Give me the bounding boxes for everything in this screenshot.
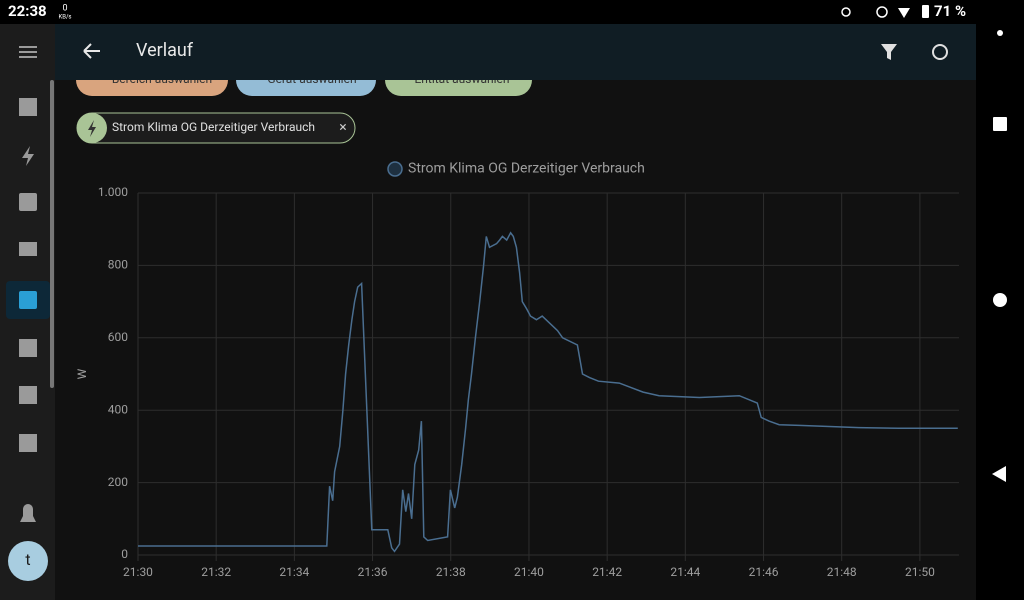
back-nav-button[interactable] <box>992 466 1006 482</box>
selected-entity-label: Strom Klima OG Derzeitiger Verbrauch <box>112 120 315 134</box>
user-avatar[interactable] <box>8 541 48 581</box>
header-title: Verlauf <box>136 40 194 61</box>
x-tick-label: 21:38 <box>436 565 466 579</box>
menu-icon[interactable] <box>19 46 37 48</box>
net-value: 0 <box>62 3 67 13</box>
header <box>55 24 976 80</box>
x-tick-label: 21:30 <box>123 565 153 579</box>
energy-icon[interactable] <box>22 146 34 166</box>
terminal-icon[interactable] <box>19 434 37 452</box>
y-tick-label: 800 <box>108 258 128 272</box>
refresh-button[interactable] <box>932 44 948 60</box>
notifications-icon[interactable] <box>20 504 36 522</box>
x-tick-label: 21:36 <box>358 565 388 579</box>
recents-button[interactable] <box>993 117 1007 131</box>
y-tick-label: 200 <box>108 475 128 489</box>
back-button[interactable] <box>83 43 100 59</box>
x-tick-label: 21:32 <box>201 565 231 579</box>
legend-marker <box>387 161 403 177</box>
y-tick-label: 600 <box>108 330 128 344</box>
x-tick-label: 21:44 <box>670 565 700 579</box>
accessibility-button[interactable] <box>997 30 1003 36</box>
status-time: 22:38 <box>8 2 47 20</box>
x-tick-label: 21:48 <box>827 565 857 579</box>
map-icon[interactable] <box>19 339 37 357</box>
home-button[interactable] <box>993 293 1007 307</box>
y-tick-label: 0 <box>121 547 128 561</box>
clear-filter-button[interactable] <box>881 44 897 60</box>
x-tick-label: 21:34 <box>279 565 309 579</box>
sidebar-scrollbar <box>50 80 54 388</box>
remove-entity[interactable]: × <box>339 120 346 136</box>
x-tick-label: 21:42 <box>592 565 622 579</box>
user-initial: t <box>25 550 30 569</box>
x-tick-label: 21:40 <box>514 565 544 579</box>
media-icon[interactable] <box>19 386 37 404</box>
logbook-icon[interactable] <box>19 193 37 211</box>
data-line <box>138 231 958 553</box>
battery-level: 71 % <box>934 2 966 20</box>
list-icon[interactable] <box>19 242 37 256</box>
chart: 0 200 400 600 800 1.000 21:30 21:32 21:34 21:36 21… <box>75 161 959 579</box>
y-tick-label: 1.000 <box>98 185 128 199</box>
legend-label: Strom Klima OG Derzeitiger Verbrauch <box>408 161 645 177</box>
overview-icon[interactable] <box>19 98 37 116</box>
sidebar-icons <box>6 46 50 522</box>
net-unit: KB/s <box>58 14 71 21</box>
status-bar <box>0 0 1024 24</box>
status-icons <box>841 5 929 18</box>
y-axis-label: W <box>75 368 89 379</box>
y-tick-label: 400 <box>108 402 128 416</box>
x-tick-label: 21:50 <box>905 565 935 579</box>
x-tick-label: 21:46 <box>749 565 779 579</box>
